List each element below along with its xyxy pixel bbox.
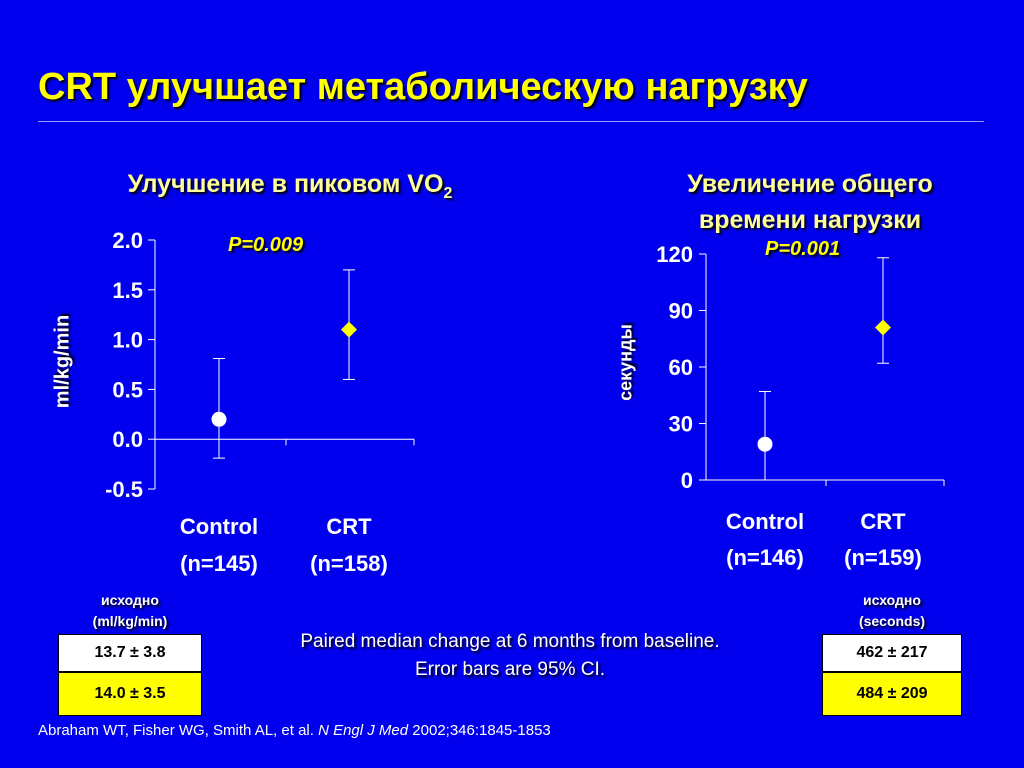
right-chart-title-line1: Увеличение общего [687,170,933,198]
citation-authors: Abraham WT, Fisher WG, Smith AL, et al. [38,722,319,739]
left-baseline-control-cell: 13.7 ± 3.8 [58,634,202,672]
footnote-line2: Error bars are 95% CI. [414,659,606,680]
right-y-tick-label: 60 [669,355,693,380]
slide-title: CRT улучшает метаболическую нагрузку [38,66,808,108]
citation-details: 2002;346:1845-1853 [408,722,551,739]
left-category-label: Control [180,514,258,539]
right-p-value: P=0.001 [765,238,841,260]
citation-journal: N Engl J Med [318,722,409,739]
right-data-point-diamond [875,319,891,336]
left-y-tick-label: 0.0 [112,427,143,452]
left-y-tick-label: 1.0 [112,328,143,353]
right-baseline-crt-cell: 484 ± 209 [822,672,962,716]
left-baseline-header-line1: исходно [101,592,159,608]
right-chart-title-line2: времени нагрузки [698,206,922,234]
footnote: Paired median change at 6 months from ba… [220,628,800,684]
left-data-point-circle [211,411,227,427]
left-category-n-label: (n=158) [310,551,388,576]
right-category-n-label: (n=159) [844,545,922,570]
right-y-tick-label: 120 [656,242,693,267]
left-chart-title-main: Улучшение в пиковом VO [127,170,444,198]
right-category-label: Control [726,509,804,534]
right-baseline-header: исходно (seconds) [822,590,962,632]
right-y-tick-label: 30 [669,412,693,437]
right-data-point-circle [757,436,773,452]
left-chart-title: Улучшение в пиковом VO2 [60,166,520,212]
left-baseline-crt-cell: 14.0 ± 3.5 [58,672,202,716]
footnote-line1: Paired median change at 6 months from ba… [300,631,720,652]
left-data-point-diamond [341,321,357,338]
right-baseline-header-line1: исходно [863,592,921,608]
left-category-label: CRT [326,514,372,539]
left-chart: -0.5 0.0 0.5 1.0 1.5 2.0 Control (n=145) CRT (n=1… [105,228,415,576]
right-baseline-header-line2: (seconds) [858,613,926,629]
title-divider [38,121,984,122]
left-y-tick-label: 1.5 [112,278,143,303]
left-chart-title-subscript: 2 [443,185,453,202]
right-category-n-label: (n=146) [726,545,804,570]
left-y-tick-label: -0.5 [105,477,143,502]
left-y-tick-label: 2.0 [112,228,143,253]
left-y-tick-label: 0.5 [112,377,143,402]
right-y-tick-label: 0 [681,468,693,493]
left-p-value: P=0.009 [228,234,304,256]
left-category-n-label: (n=145) [180,551,258,576]
right-y-tick-label: 90 [669,299,693,324]
right-category-label: CRT [860,509,906,534]
right-chart-title: Увеличение общего времени нагрузки [620,166,1000,238]
left-baseline-header: исходно (ml/kg/min) [58,590,202,632]
left-baseline-header-line2: (ml/kg/min) [92,613,168,629]
right-chart: 0 30 60 90 120 Control (n=146) CRT (n=159) [656,242,945,570]
citation: Abraham WT, Fisher WG, Smith AL, et al. … [38,722,551,739]
right-baseline-control-cell: 462 ± 217 [822,634,962,672]
